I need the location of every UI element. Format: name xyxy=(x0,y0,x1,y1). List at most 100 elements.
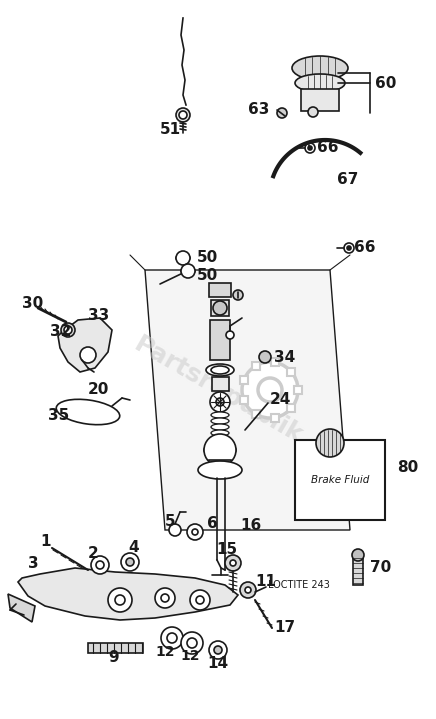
Bar xyxy=(209,283,231,297)
Text: 17: 17 xyxy=(274,620,295,636)
Polygon shape xyxy=(18,568,238,620)
Text: 9: 9 xyxy=(108,651,119,666)
Circle shape xyxy=(91,556,109,574)
Text: 66: 66 xyxy=(317,140,338,155)
Circle shape xyxy=(230,560,236,566)
Text: 24: 24 xyxy=(270,393,291,408)
Text: 50: 50 xyxy=(197,267,218,283)
Text: 35: 35 xyxy=(48,408,69,423)
Bar xyxy=(252,411,260,418)
Ellipse shape xyxy=(211,412,229,418)
Text: 66: 66 xyxy=(354,240,375,255)
Text: 6: 6 xyxy=(207,516,218,531)
Bar xyxy=(287,368,296,376)
Circle shape xyxy=(226,331,234,339)
Text: 67: 67 xyxy=(337,173,358,188)
Circle shape xyxy=(352,549,364,561)
Circle shape xyxy=(225,555,241,571)
Ellipse shape xyxy=(211,366,229,374)
Circle shape xyxy=(96,561,104,569)
Circle shape xyxy=(179,111,187,119)
Circle shape xyxy=(259,351,271,363)
Bar xyxy=(88,643,143,653)
Text: 70: 70 xyxy=(370,561,391,575)
Text: 50: 50 xyxy=(197,250,218,265)
Bar xyxy=(240,395,248,403)
Bar xyxy=(252,362,260,370)
Circle shape xyxy=(64,326,72,334)
Text: 4: 4 xyxy=(128,541,139,556)
Circle shape xyxy=(204,434,236,466)
Circle shape xyxy=(216,398,224,406)
Polygon shape xyxy=(58,318,112,372)
Text: 51: 51 xyxy=(160,122,181,137)
Circle shape xyxy=(176,108,190,122)
Bar xyxy=(209,460,231,470)
Circle shape xyxy=(161,594,169,602)
Ellipse shape xyxy=(211,418,229,424)
Text: 11: 11 xyxy=(255,574,276,590)
Circle shape xyxy=(181,264,195,278)
Ellipse shape xyxy=(295,74,345,92)
Text: 63: 63 xyxy=(248,103,269,117)
Text: 32: 32 xyxy=(50,324,72,339)
Text: 20: 20 xyxy=(88,383,109,398)
Text: 12: 12 xyxy=(180,649,200,663)
Circle shape xyxy=(167,633,177,643)
Text: 12: 12 xyxy=(155,645,174,659)
Ellipse shape xyxy=(211,436,229,442)
Circle shape xyxy=(258,378,282,402)
Circle shape xyxy=(61,323,75,337)
Circle shape xyxy=(80,347,96,363)
Text: 60: 60 xyxy=(375,75,396,91)
Bar xyxy=(271,413,279,421)
Circle shape xyxy=(121,553,139,571)
Circle shape xyxy=(192,529,198,535)
Bar xyxy=(301,89,339,111)
Text: 5: 5 xyxy=(165,515,176,529)
Ellipse shape xyxy=(176,255,190,261)
Ellipse shape xyxy=(211,430,229,436)
Text: 15: 15 xyxy=(216,543,237,557)
Circle shape xyxy=(181,632,203,654)
Circle shape xyxy=(187,638,197,648)
Bar xyxy=(287,404,296,412)
Circle shape xyxy=(305,143,315,153)
Text: 2: 2 xyxy=(88,546,99,561)
Polygon shape xyxy=(8,594,35,622)
Circle shape xyxy=(233,290,243,300)
Text: 34: 34 xyxy=(274,349,295,365)
Circle shape xyxy=(169,524,181,536)
Text: Brake Fluid: Brake Fluid xyxy=(311,475,369,485)
Ellipse shape xyxy=(56,399,120,425)
Circle shape xyxy=(347,246,351,250)
Circle shape xyxy=(126,558,134,566)
Text: 1: 1 xyxy=(40,534,51,549)
Ellipse shape xyxy=(204,443,236,457)
Text: 33: 33 xyxy=(88,308,109,323)
Text: 3: 3 xyxy=(28,557,39,572)
Text: 16: 16 xyxy=(240,518,261,533)
Circle shape xyxy=(308,107,318,117)
Circle shape xyxy=(242,362,298,418)
Circle shape xyxy=(344,243,354,253)
Circle shape xyxy=(210,392,230,412)
Bar xyxy=(271,359,279,367)
Ellipse shape xyxy=(211,424,229,430)
Polygon shape xyxy=(145,270,350,530)
Ellipse shape xyxy=(198,461,242,479)
Text: 14: 14 xyxy=(208,656,228,671)
Text: LOCTITE 243: LOCTITE 243 xyxy=(268,580,330,590)
Text: Partsrepublik: Partsrepublik xyxy=(129,332,307,448)
Circle shape xyxy=(161,627,183,649)
Ellipse shape xyxy=(206,364,234,376)
Bar xyxy=(240,377,248,385)
Circle shape xyxy=(115,595,125,605)
Circle shape xyxy=(176,251,190,265)
Circle shape xyxy=(155,588,175,608)
Circle shape xyxy=(213,301,227,315)
Circle shape xyxy=(308,146,312,150)
Bar xyxy=(295,440,385,520)
Text: 80: 80 xyxy=(397,460,418,475)
Bar xyxy=(211,300,229,316)
